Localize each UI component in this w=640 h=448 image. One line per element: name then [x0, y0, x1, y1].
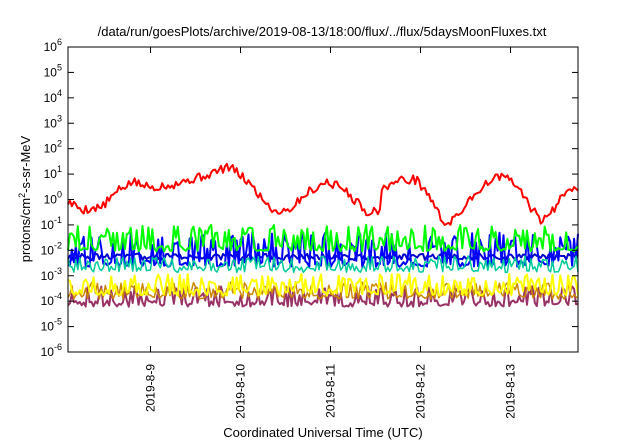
series-line [67, 223, 579, 253]
y-tick-label: 103 [44, 113, 62, 130]
x-tick-label: 2019-8-11 [324, 364, 338, 418]
y-tick-label: 10-2 [41, 240, 62, 257]
series-line [67, 255, 579, 274]
y-tick-label: 101 [44, 164, 62, 181]
x-tick-label: 2019-8-10 [234, 364, 248, 419]
series-line [67, 272, 579, 297]
x-tick-label: 2019-8-12 [414, 364, 428, 419]
x-tick-label: 2019-8-13 [504, 364, 518, 419]
y-tick-label: 102 [44, 139, 62, 156]
plot-lines [67, 162, 579, 308]
y-tick-label: 10-3 [41, 266, 62, 283]
x-axis-label: Coordinated Universal Time (UTC) [223, 425, 422, 440]
y-axis-label: protons/cm2-s-sr-MeV [17, 135, 33, 262]
chart-title: /data/run/goesPlots/archive/2019-08-13/1… [98, 24, 547, 39]
x-axis: 2019-8-9 2019-8-10 2019-8-11 2019-8-12 2019-… [144, 47, 518, 419]
y-tick-label: 10-5 [41, 317, 62, 334]
y-tick-label: 100 [44, 190, 62, 207]
y-tick-label: 10-4 [41, 291, 62, 308]
x-tick-label: 2019-8-9 [144, 364, 158, 412]
series-line [67, 162, 579, 226]
y-tick-label: 105 [44, 62, 62, 79]
y-tick-label: 10-1 [41, 215, 62, 232]
y-tick-label: 10-6 [41, 342, 62, 359]
y-tick-label: 106 [44, 37, 62, 54]
y-axis: 106 105 104 103 102 101 100 10-1 10-2 10-3 10-4 10-… [41, 37, 578, 359]
y-tick-label: 104 [44, 88, 62, 105]
